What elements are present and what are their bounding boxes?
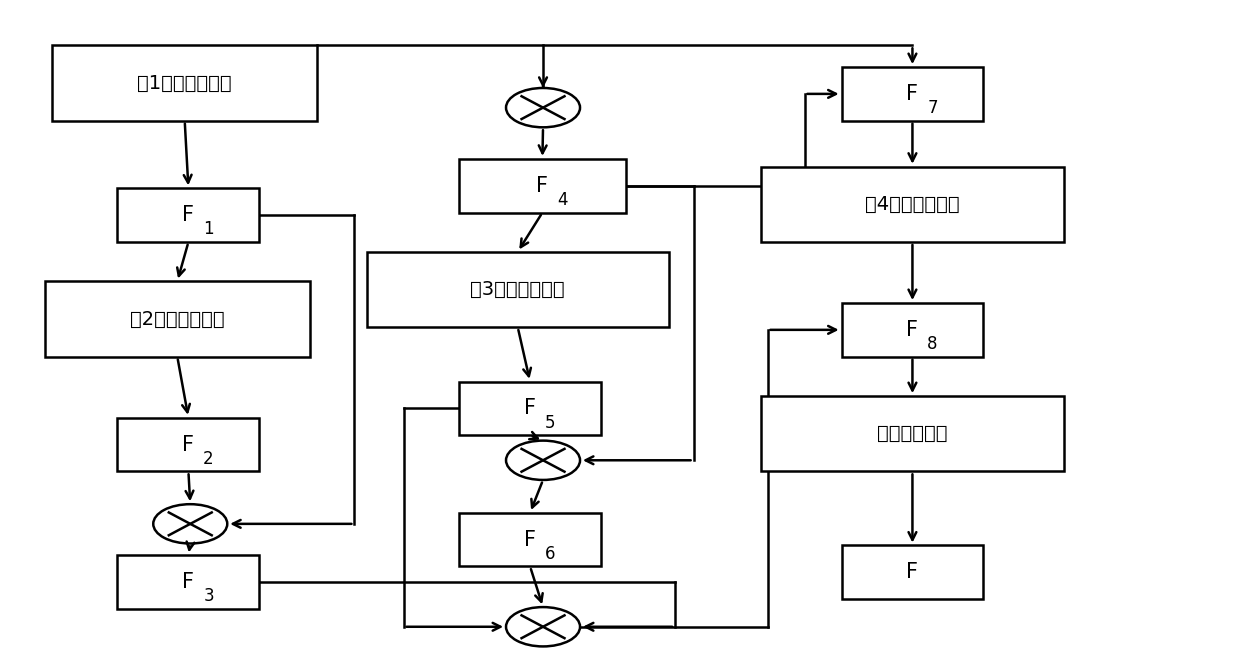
FancyBboxPatch shape — [841, 67, 984, 121]
Text: F: F — [907, 563, 918, 582]
FancyBboxPatch shape — [118, 418, 259, 471]
Text: 第3个扩张卷积块: 第3个扩张卷积块 — [471, 280, 565, 299]
Text: 第1个扩张卷积块: 第1个扩张卷积块 — [138, 73, 232, 93]
Circle shape — [506, 607, 580, 646]
FancyBboxPatch shape — [841, 303, 984, 357]
FancyBboxPatch shape — [367, 252, 669, 327]
FancyBboxPatch shape — [460, 381, 601, 436]
Text: F: F — [907, 84, 918, 104]
Text: 2: 2 — [203, 449, 214, 468]
Text: F: F — [524, 399, 536, 418]
Text: 6: 6 — [545, 545, 555, 563]
FancyBboxPatch shape — [761, 396, 1063, 471]
Text: F: F — [182, 572, 195, 592]
Text: 7: 7 — [927, 99, 938, 117]
Text: 第4个扩张卷积块: 第4个扩张卷积块 — [865, 195, 960, 214]
Text: 5: 5 — [545, 414, 555, 432]
Text: F: F — [907, 320, 918, 340]
Text: 3: 3 — [203, 588, 214, 605]
Text: 8: 8 — [927, 335, 938, 353]
Text: F: F — [524, 529, 536, 549]
Text: F: F — [182, 434, 195, 455]
Text: 1: 1 — [203, 220, 214, 239]
FancyBboxPatch shape — [841, 545, 984, 600]
FancyBboxPatch shape — [761, 167, 1063, 242]
FancyBboxPatch shape — [45, 282, 310, 357]
Text: F: F — [536, 176, 549, 196]
Circle shape — [154, 504, 227, 543]
Circle shape — [506, 441, 580, 480]
FancyBboxPatch shape — [118, 555, 259, 609]
Text: 4: 4 — [558, 191, 567, 209]
FancyBboxPatch shape — [460, 513, 601, 566]
FancyBboxPatch shape — [52, 46, 317, 121]
Circle shape — [506, 88, 580, 128]
Text: 第一上采样层: 第一上采样层 — [877, 424, 948, 444]
FancyBboxPatch shape — [460, 159, 626, 213]
Text: F: F — [182, 205, 195, 225]
Text: 第2个扩张卷积块: 第2个扩张卷积块 — [130, 309, 224, 329]
FancyBboxPatch shape — [118, 188, 259, 242]
